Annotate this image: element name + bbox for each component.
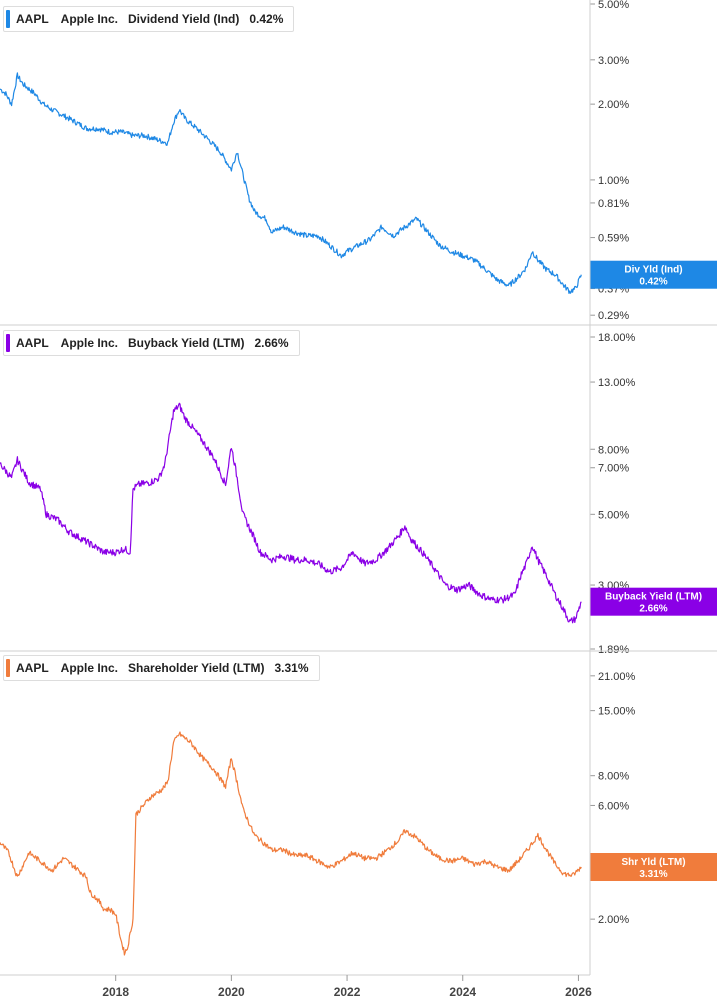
y-tick-label: 2.00% xyxy=(598,99,629,111)
x-tick-label: 2020 xyxy=(218,985,245,999)
y-tick-label: 1.89% xyxy=(598,644,629,656)
y-tick-label: 6.00% xyxy=(598,800,629,812)
series-line xyxy=(0,402,582,624)
series-color-swatch xyxy=(6,334,10,352)
legend-company: Apple Inc. xyxy=(60,336,119,350)
x-tick-label: 2026 xyxy=(565,985,592,999)
y-tick-label: 0.29% xyxy=(598,310,629,322)
legend-value: 0.42% xyxy=(249,12,284,26)
series-color-swatch xyxy=(6,10,10,28)
y-tick-label: 0.81% xyxy=(598,198,629,210)
legend-company: Apple Inc. xyxy=(60,661,119,675)
y-tick-label: 15.00% xyxy=(598,706,636,718)
current-value-tag xyxy=(590,260,717,289)
x-tick-label: 2024 xyxy=(449,985,476,999)
y-tick-label: 13.00% xyxy=(598,377,636,389)
legend-shareholder-yield[interactable]: AAPL Apple Inc. Shareholder Yield (LTM) … xyxy=(3,655,320,681)
y-tick-label: 5.00% xyxy=(598,0,629,11)
legend-buyback-yield[interactable]: AAPL Apple Inc. Buyback Yield (LTM) 2.66… xyxy=(3,330,300,356)
current-value-tag xyxy=(590,587,717,616)
current-value-tag-value: 0.42% xyxy=(639,277,667,288)
y-tick-label: 7.00% xyxy=(598,463,629,475)
x-tick-label: 2022 xyxy=(334,985,361,999)
legend-value: 3.31% xyxy=(274,661,309,675)
y-tick-label: 18.00% xyxy=(598,332,636,344)
current-value-tag-value: 3.31% xyxy=(639,869,667,880)
legend-ticker: AAPL xyxy=(16,336,49,350)
y-tick-label: 2.00% xyxy=(598,914,629,926)
legend-metric: Shareholder Yield (LTM) xyxy=(128,661,265,675)
current-value-tag-label: Div Yld (Ind) xyxy=(624,265,682,276)
legend-ticker: AAPL xyxy=(16,12,49,26)
x-tick-label: 2018 xyxy=(102,985,129,999)
legend-value: 2.66% xyxy=(254,336,289,350)
series-line xyxy=(0,72,582,294)
current-value-tag-label: Shr Yld (LTM) xyxy=(621,857,685,868)
current-value-tag-label: Buyback Yield (LTM) xyxy=(605,592,702,603)
legend-dividend-yield[interactable]: AAPL Apple Inc. Dividend Yield (Ind) 0.4… xyxy=(3,6,295,32)
y-tick-label: 5.00% xyxy=(598,509,629,521)
y-tick-label: 1.00% xyxy=(598,175,629,187)
y-tick-label: 0.59% xyxy=(598,233,629,245)
legend-metric: Dividend Yield (Ind) xyxy=(128,12,240,26)
legend-company: Apple Inc. xyxy=(60,12,119,26)
y-tick-label: 8.00% xyxy=(598,771,629,783)
y-tick-label: 21.00% xyxy=(598,671,636,683)
y-tick-label: 3.00% xyxy=(598,55,629,67)
current-value-tag xyxy=(590,853,717,882)
series-color-swatch xyxy=(6,659,10,677)
legend-ticker: AAPL xyxy=(16,661,49,675)
y-tick-label: 8.00% xyxy=(598,444,629,456)
legend-metric: Buyback Yield (LTM) xyxy=(128,336,245,350)
series-line xyxy=(0,731,582,956)
current-value-tag-value: 2.66% xyxy=(639,604,667,615)
